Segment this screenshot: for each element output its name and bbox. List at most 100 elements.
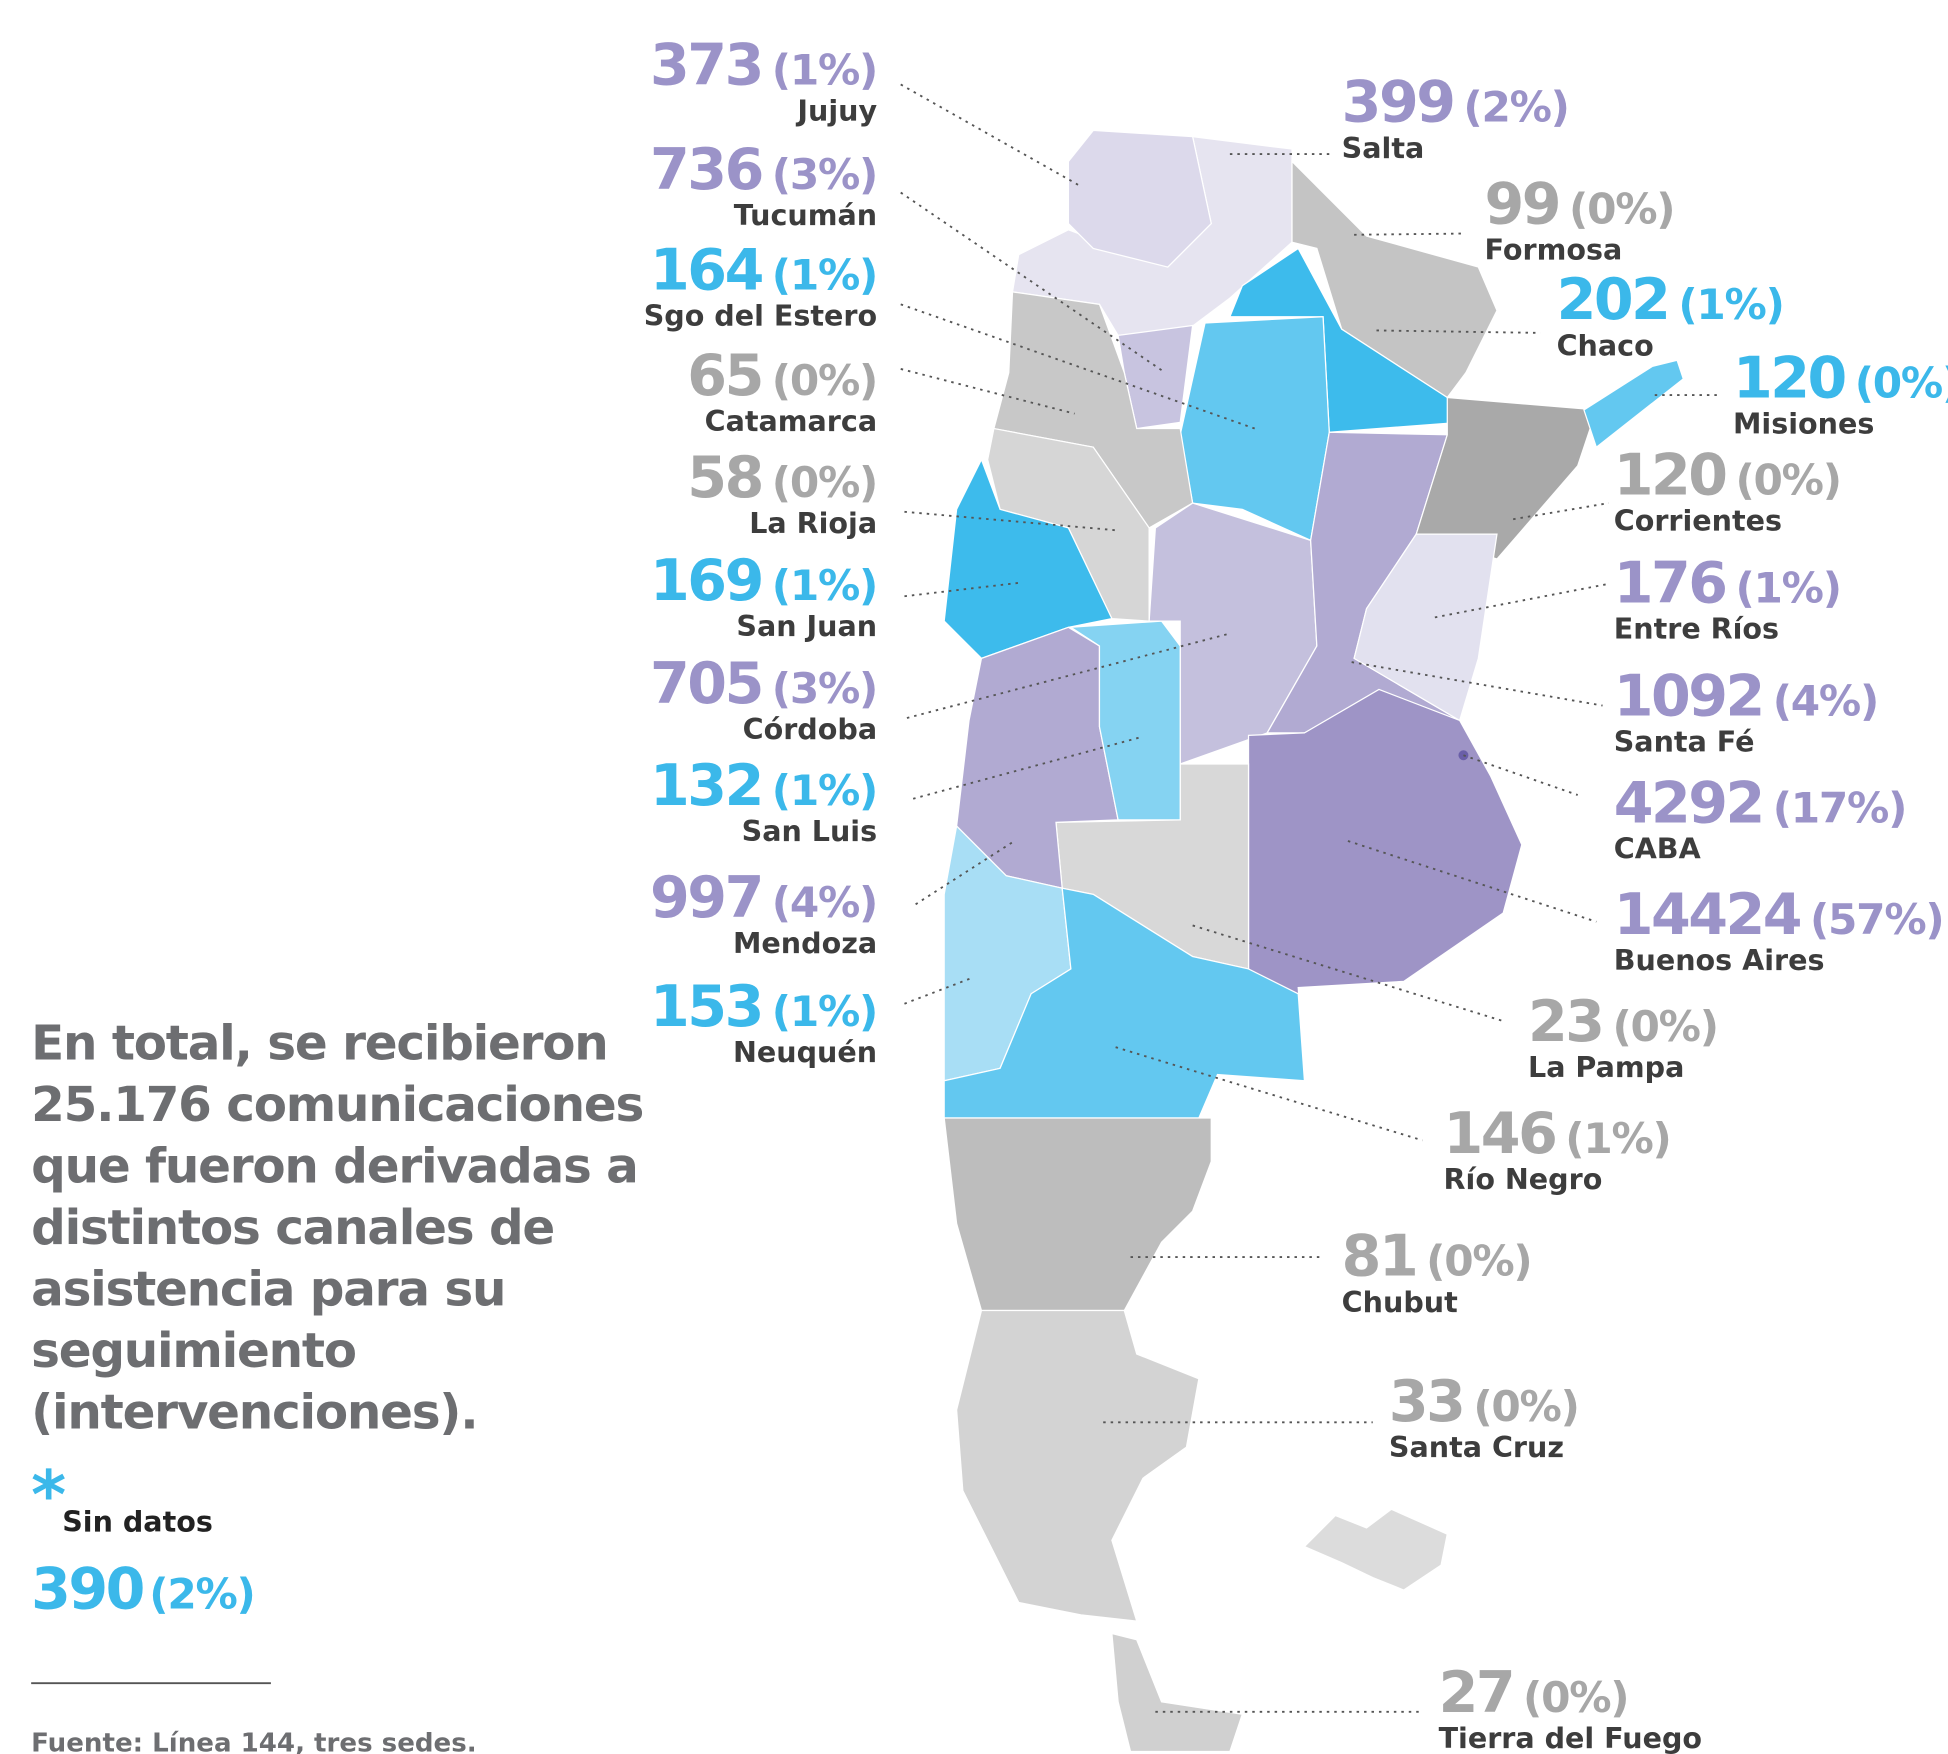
summary-line: distintos canales de <box>31 1200 554 1256</box>
region-value: 146 (1%) <box>1444 1101 1671 1167</box>
region-name: Mendoza <box>733 926 877 960</box>
region-value: 1092 (4%) <box>1614 664 1878 730</box>
leader-line <box>904 581 1022 598</box>
region-name: Chubut <box>1342 1285 1458 1319</box>
region-name: Tucumán <box>734 198 877 232</box>
region-percent: (57%) <box>1810 895 1943 944</box>
region-value: 736 (3%) <box>650 137 877 203</box>
region-count: 27 <box>1439 1660 1514 1726</box>
region-percent: (3%) <box>772 150 877 199</box>
no-data-count: 390 <box>31 1557 144 1623</box>
region-count: 132 <box>650 753 762 819</box>
region-value: 33 (0%) <box>1389 1369 1579 1435</box>
region-percent: (0%) <box>1426 1237 1531 1286</box>
region-name: Corrientes <box>1614 503 1782 537</box>
region-percent: (0%) <box>1569 185 1674 234</box>
region-count: 58 <box>687 445 762 511</box>
region-percent: (0%) <box>1735 455 1840 504</box>
region-name: Santa Cruz <box>1389 1430 1564 1464</box>
region-percent: (4%) <box>1773 677 1878 726</box>
no-data-marker: * <box>31 1456 66 1534</box>
region-percent: (0%) <box>772 458 877 507</box>
region-count: 997 <box>650 865 762 931</box>
province-shape <box>1583 359 1685 449</box>
region-count: 202 <box>1557 267 1669 333</box>
province-shape <box>955 1309 1200 1622</box>
region-name: Santa Fé <box>1614 725 1755 759</box>
region-percent: (0%) <box>772 356 877 405</box>
leader-line <box>912 735 1144 800</box>
region-name: Buenos Aires <box>1614 943 1825 977</box>
leader-line <box>1347 840 1597 923</box>
province-shape <box>1117 324 1194 430</box>
region-percent: (4%) <box>772 878 877 927</box>
province-shape <box>1067 129 1212 268</box>
islands-shape <box>1303 1508 1448 1591</box>
region-name: Misiones <box>1733 407 1874 441</box>
summary-line: que fueron derivadas a <box>31 1139 637 1195</box>
region-name: Jujuy <box>795 93 877 127</box>
region-percent: (0%) <box>1855 359 1948 408</box>
region-name: Formosa <box>1485 233 1623 267</box>
region-percent: (17%) <box>1773 783 1906 832</box>
leader-line <box>1115 1046 1423 1142</box>
region-percent: (1%) <box>772 987 877 1036</box>
region-count: 33 <box>1389 1369 1464 1435</box>
province-shape <box>943 887 1306 1119</box>
region-value: 164 (1%) <box>650 237 877 303</box>
region-percent: (2%) <box>1463 83 1568 132</box>
leader-line <box>900 303 1256 430</box>
region-name: San Juan <box>736 609 877 643</box>
leader-line <box>900 191 1163 371</box>
leader-line <box>900 368 1075 415</box>
region-value: 202 (1%) <box>1557 267 1784 333</box>
region-name: Entre Ríos <box>1614 611 1779 645</box>
region-name: Córdoba <box>743 712 877 746</box>
region-count: 176 <box>1614 550 1726 616</box>
region-count: 23 <box>1528 989 1603 1055</box>
summary-line: 25.176 comunicaciones <box>31 1077 643 1133</box>
region-name: La Rioja <box>749 506 877 540</box>
region-count: 65 <box>687 343 762 409</box>
source: Fuente: Línea 144, tres sedes. <box>31 1729 477 1754</box>
region-percent: (1%) <box>772 45 877 94</box>
region-value: 4292 (17%) <box>1614 770 1906 836</box>
leader-line <box>906 632 1231 719</box>
leader-line <box>904 976 974 1005</box>
region-value: 27 (0%) <box>1439 1660 1629 1726</box>
region-value: 705 (3%) <box>650 651 877 717</box>
region-value: 120(0%) <box>1614 442 1841 508</box>
region-value: 58 (0%) <box>687 445 877 511</box>
region-count: 373 <box>650 32 762 98</box>
region-count: 1092 <box>1614 664 1763 730</box>
region-percent: (1%) <box>1565 1114 1670 1163</box>
region-value: 132 (1%) <box>650 753 877 819</box>
region-value: 14424 (57%) <box>1614 882 1944 948</box>
region-count: 99 <box>1485 172 1560 238</box>
summary-line: (intervenciones). <box>31 1385 477 1441</box>
region-value: 65 (0%) <box>687 343 877 409</box>
region-count: 146 <box>1444 1101 1556 1167</box>
region-value: 23 (0%) <box>1528 989 1718 1055</box>
region-value: 81 (0%) <box>1342 1224 1532 1290</box>
region-value: 373 (1%) <box>650 32 877 98</box>
province-shape <box>1111 1632 1244 1753</box>
region-percent: (0%) <box>1612 1002 1717 1051</box>
region-percent: (0%) <box>1523 1673 1628 1722</box>
province-shape <box>943 1117 1212 1312</box>
region-value: 99 (0%) <box>1485 172 1675 238</box>
leader-line <box>1354 232 1466 236</box>
region-count: 153 <box>650 974 762 1040</box>
region-count: 164 <box>650 237 763 303</box>
region-value: 120(0%) <box>1733 346 1948 412</box>
region-percent: (0%) <box>1473 1382 1578 1431</box>
leader-line <box>1351 661 1603 707</box>
region-name: Catamarca <box>705 404 878 438</box>
leader-line <box>1376 329 1541 334</box>
region-name: Chaco <box>1557 328 1654 362</box>
region-percent: (1%) <box>1735 563 1840 612</box>
no-data-value: 390 (2%) <box>31 1557 254 1623</box>
region-percent: (1%) <box>772 250 877 299</box>
region-count: 169 <box>650 548 762 614</box>
